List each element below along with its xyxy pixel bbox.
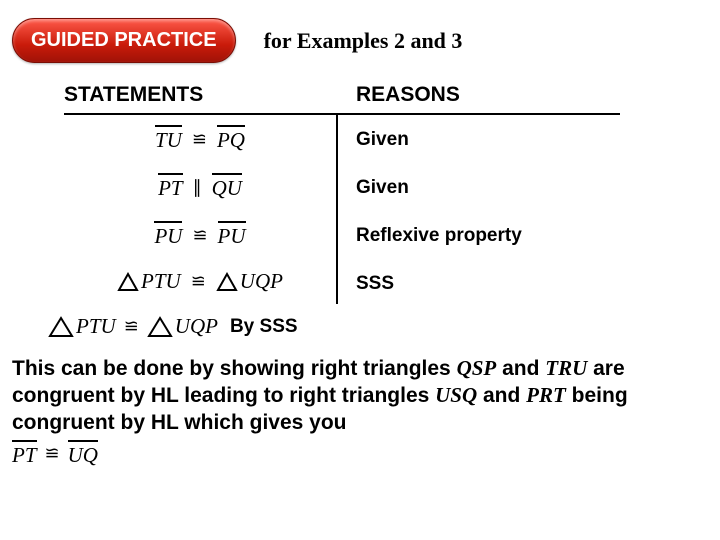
- statement-cell: TU ≌ PQ: [64, 115, 338, 163]
- explanation-text: This can be done by showing right triang…: [12, 355, 708, 436]
- conclusion-by: By SSS: [230, 316, 298, 338]
- column-header-reasons: REASONS: [338, 83, 602, 113]
- text: and: [496, 357, 545, 380]
- segment: PT: [158, 173, 183, 201]
- proof-table: STATEMENTS REASONS TU ≌ PQ Given PT ∥ QU…: [64, 83, 620, 304]
- segment: QU: [212, 173, 242, 201]
- congruent-symbol: ≌: [192, 225, 207, 246]
- congruent-symbol: ≌: [124, 316, 139, 337]
- segment: PQ: [217, 125, 245, 153]
- reason-cell: Given: [338, 115, 602, 163]
- triangle-icon: [117, 272, 139, 292]
- reason-cell: Given: [338, 163, 602, 211]
- triangle: UQP: [147, 314, 218, 339]
- text: and: [477, 384, 526, 407]
- triangle-label: UQP: [240, 269, 283, 294]
- congruent-symbol: ≌: [45, 443, 60, 464]
- triangle-icon: [147, 316, 173, 338]
- table-row: TU ≌ PQ Given: [64, 115, 620, 163]
- math-italic: PRT: [526, 383, 566, 407]
- triangle-label: PTU: [76, 314, 116, 339]
- conclusion-line: PTU ≌ UQP By SSS: [48, 314, 720, 339]
- math-italic: QSP: [457, 356, 497, 380]
- triangle-icon: [216, 272, 238, 292]
- math-italic: USQ: [435, 383, 477, 407]
- triangle-label: UQP: [175, 314, 218, 339]
- parallel-symbol: ∥: [193, 177, 202, 198]
- header-title: for Examples 2 and 3: [264, 28, 463, 54]
- congruent-symbol: ≌: [192, 129, 207, 150]
- column-header-statements: STATEMENTS: [64, 83, 338, 113]
- segment: PU: [154, 221, 182, 249]
- segment: PT: [12, 440, 37, 468]
- statement-cell: PTU ≌ UQP: [64, 259, 338, 304]
- triangle: PTU: [48, 314, 116, 339]
- table-row: PU ≌ PU Reflexive property: [64, 211, 620, 259]
- statement-cell: PT ∥ QU: [64, 163, 338, 211]
- guided-practice-pill: GUIDED PRACTICE: [12, 18, 236, 63]
- header: GUIDED PRACTICE for Examples 2 and 3: [0, 0, 720, 63]
- triangle-icon: [48, 316, 74, 338]
- triangle: UQP: [216, 269, 283, 294]
- triangle: PTU: [117, 269, 181, 294]
- final-congruence: PT ≌ UQ: [12, 440, 720, 468]
- segment: TU: [155, 125, 182, 153]
- segment: UQ: [68, 440, 98, 468]
- reason-cell: Reflexive property: [338, 211, 602, 259]
- text: This can be done by showing right triang…: [12, 357, 457, 380]
- segment: PU: [218, 221, 246, 249]
- statement-cell: PU ≌ PU: [64, 211, 338, 259]
- table-row: PT ∥ QU Given: [64, 163, 620, 211]
- congruent-symbol: ≌: [191, 271, 206, 292]
- table-row: PTU ≌ UQP SSS: [64, 259, 620, 304]
- triangle-label: PTU: [141, 269, 181, 294]
- math-italic: TRU: [545, 356, 587, 380]
- reason-cell: SSS: [338, 259, 602, 304]
